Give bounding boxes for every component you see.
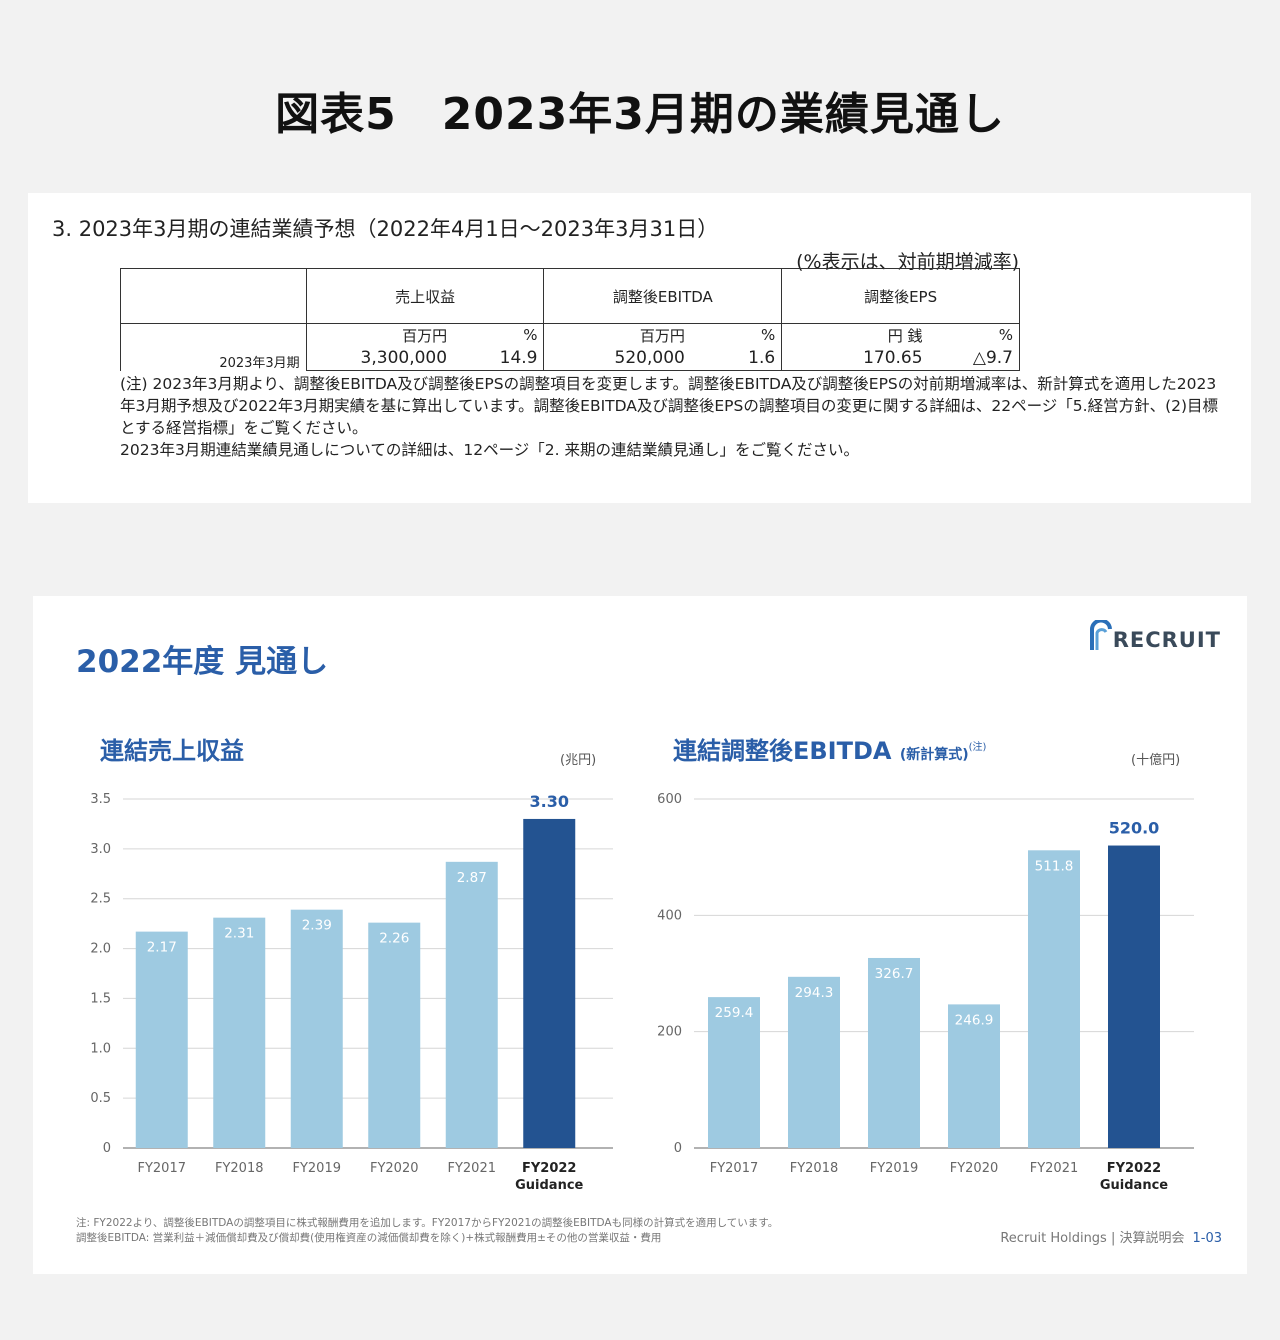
x-tick-label: FY2020 bbox=[370, 1161, 419, 1176]
y-tick-label: 3.0 bbox=[90, 842, 111, 857]
note-line: 2023年3月期連結業績見通しについての詳細は、12ページ「2. 来期の連結業績… bbox=[120, 441, 859, 459]
x-tick-label: FY2019 bbox=[870, 1161, 919, 1176]
recruit-logo-icon bbox=[1089, 620, 1112, 650]
page-title: 図表5 2023年3月期の業績見通し bbox=[275, 89, 1005, 140]
bar bbox=[523, 818, 576, 1148]
y-tick-label: 0 bbox=[103, 1141, 111, 1156]
value-cell: 3,300,000 bbox=[305, 346, 454, 371]
x-tick-label: FY2020 bbox=[950, 1161, 999, 1176]
right-chart-unit: (十億円) bbox=[1131, 753, 1181, 768]
x-tick-sublabel: Guidance bbox=[515, 1178, 583, 1193]
data-label: 246.9 bbox=[955, 1012, 994, 1028]
column-header-eps: 調整後EPS bbox=[781, 268, 1020, 324]
ebitda-chart: 0 200 400 600 259.4 FY2017 294.3 FY2018 326.7 FY2… bbox=[657, 792, 1194, 1193]
y-tick-label: 1.5 bbox=[90, 991, 111, 1006]
right-chart-title-note: (注) bbox=[968, 742, 987, 753]
data-label: 2.17 bbox=[147, 940, 177, 956]
slide-footnotes: 注: FY2022より、調整後EBITDAの調整項目に株式報酬費用を追加します。… bbox=[76, 1216, 778, 1246]
data-label: 2.87 bbox=[457, 870, 487, 886]
footnote-line: 調整後EBITDA: 営業利益＋減価償却費及び償却費(使用権資産の減価償却費を除… bbox=[76, 1232, 662, 1244]
bar bbox=[445, 861, 498, 1148]
unit-cell: % bbox=[690, 323, 783, 346]
x-tick-label: FY2021 bbox=[447, 1161, 496, 1176]
y-tick-label: 0.5 bbox=[90, 1091, 111, 1106]
guidance-slide: 2022年度 見通し RECRUIT 連結売上収益 (兆円) 0 0.5 1.0 1.… bbox=[33, 596, 1247, 1274]
value-cell: △9.7 bbox=[928, 346, 1020, 371]
data-label: 259.4 bbox=[715, 1005, 754, 1021]
bar bbox=[213, 917, 266, 1148]
left-chart-unit: (兆円) bbox=[560, 753, 597, 768]
logo-text: RECRUIT bbox=[1112, 628, 1221, 652]
x-tick-sublabel: Guidance bbox=[1100, 1178, 1168, 1193]
bar bbox=[1028, 850, 1080, 1148]
x-tick-label: FY2021 bbox=[1030, 1161, 1079, 1176]
slide-footer: Recruit Holdings | 決算説明会 1-03 bbox=[1000, 1227, 1222, 1246]
unit-cell: % bbox=[928, 323, 1020, 346]
column-header-ebitda: 調整後EBITDA bbox=[543, 268, 783, 324]
x-tick-label: FY2022 bbox=[1107, 1161, 1161, 1176]
value-cell: 520,000 bbox=[543, 346, 691, 371]
data-label: 520.0 bbox=[1109, 819, 1160, 838]
x-tick-label: FY2017 bbox=[137, 1161, 186, 1176]
x-tick-label: FY2017 bbox=[710, 1161, 759, 1176]
bar bbox=[135, 931, 188, 1148]
bar bbox=[708, 997, 760, 1148]
right-chart-title-sub: (新計算式) bbox=[899, 747, 969, 763]
document-heading: 3. 2023年3月期の連結業績予想（2022年4月1日～2023年3月31日） bbox=[52, 217, 719, 241]
right-chart-title: 連結調整後EBITDA (新計算式)(注) bbox=[673, 731, 986, 766]
unit-cell: % bbox=[453, 323, 545, 346]
y-tick-label: 3.5 bbox=[90, 792, 111, 807]
left-chart-title: 連結売上収益 bbox=[100, 737, 244, 765]
note-line: (注) 2023年3月期より、調整後EBITDA及び調整後EPSの調整項目を変更… bbox=[120, 375, 1219, 437]
bar bbox=[368, 922, 421, 1148]
slide-title: 2022年度 見通し bbox=[76, 644, 329, 680]
bar bbox=[290, 909, 343, 1148]
bar bbox=[868, 957, 920, 1148]
right-chart-title-main: 連結調整後EBITDA bbox=[673, 737, 892, 765]
data-label: 3.30 bbox=[530, 792, 569, 811]
value-cell: 14.9 bbox=[453, 346, 545, 371]
y-tick-label: 200 bbox=[657, 1025, 682, 1040]
revenue-chart: 0 0.5 1.0 1.5 2.0 2.5 3.0 3.5 2.17 FY2017 2.31 FY20… bbox=[90, 792, 613, 1193]
x-tick-label: FY2018 bbox=[790, 1161, 839, 1176]
document-notes: (注) 2023年3月期より、調整後EBITDA及び調整後EPSの調整項目を変更… bbox=[120, 373, 1230, 461]
data-label: 294.3 bbox=[795, 985, 834, 1001]
data-label: 2.31 bbox=[224, 926, 254, 942]
table-header-empty bbox=[120, 268, 307, 324]
x-tick-label: FY2018 bbox=[215, 1161, 264, 1176]
y-tick-label: 0 bbox=[674, 1141, 682, 1156]
unit-cell: 百万円 bbox=[543, 323, 691, 346]
value-cell: 1.6 bbox=[690, 346, 783, 371]
y-tick-label: 2.0 bbox=[90, 942, 111, 957]
data-label: 2.26 bbox=[379, 931, 409, 947]
data-label: 2.39 bbox=[302, 918, 332, 934]
data-label: 511.8 bbox=[1035, 858, 1074, 874]
unit-cell: 円 銭 bbox=[781, 323, 929, 346]
x-tick-label: FY2022 bbox=[522, 1161, 576, 1176]
y-tick-label: 600 bbox=[657, 792, 682, 807]
data-label: 326.7 bbox=[875, 966, 914, 982]
row-label: 2023年3月期 bbox=[120, 323, 307, 371]
column-header-revenue: 売上収益 bbox=[305, 268, 545, 324]
bar bbox=[948, 1004, 1000, 1148]
unit-note: (%表示は、対前期増減率) bbox=[796, 251, 1019, 273]
bar bbox=[1108, 845, 1160, 1148]
footer-source: Recruit Holdings | 決算説明会 bbox=[1000, 1231, 1185, 1246]
unit-cell: 百万円 bbox=[305, 323, 454, 346]
y-tick-label: 1.0 bbox=[90, 1041, 111, 1056]
forecast-table: 売上収益 調整後EBITDA 調整後EPS 2023年3月期 百万円 % 百万円… bbox=[120, 268, 1020, 371]
value-cell: 170.65 bbox=[781, 346, 929, 371]
x-tick-label: FY2019 bbox=[292, 1161, 341, 1176]
footer-page: 1-03 bbox=[1192, 1231, 1222, 1246]
y-tick-label: 400 bbox=[657, 908, 682, 923]
y-tick-label: 2.5 bbox=[90, 892, 111, 907]
footnote-line: 注: FY2022より、調整後EBITDAの調整項目に株式報酬費用を追加します。… bbox=[76, 1217, 779, 1229]
recruit-logo: RECRUIT bbox=[1089, 620, 1221, 652]
forecast-document: 3. 2023年3月期の連結業績予想（2022年4月1日～2023年3月31日）… bbox=[28, 193, 1251, 503]
bar bbox=[788, 976, 840, 1148]
